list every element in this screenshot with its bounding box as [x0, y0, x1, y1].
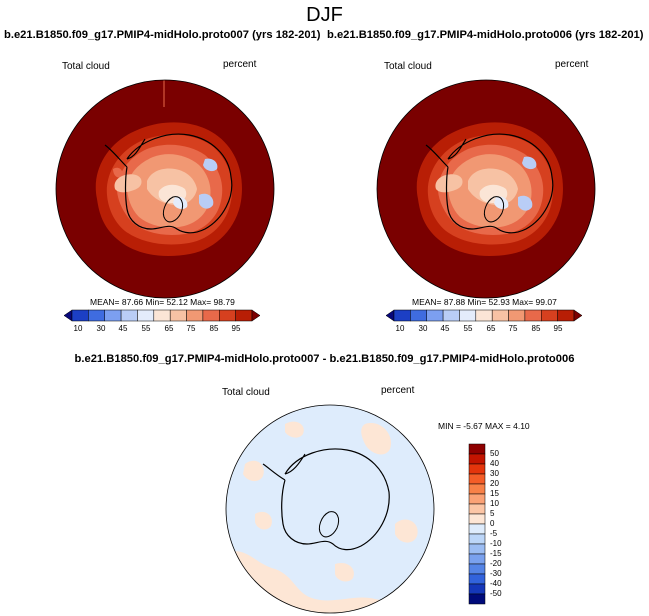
- colorbar-swatch: [169, 309, 187, 322]
- panel1-cbar-label: 45: [118, 324, 128, 333]
- season-title: DJF: [306, 4, 343, 26]
- difference-colorbar-swatch: [468, 443, 486, 455]
- difference-cbar-label: -20: [490, 559, 502, 568]
- panel2-stats: MEAN= 87.88 Min= 52.93 Max= 99.07: [412, 297, 557, 307]
- colorbar-swatch: [393, 309, 411, 322]
- colorbar-swatch: [426, 309, 444, 322]
- difference-colorbar-swatch: [468, 473, 486, 485]
- colorbar-swatch: [153, 309, 171, 322]
- colorbar-swatch: [104, 309, 122, 322]
- colorbar-swatch: [88, 309, 105, 322]
- colorbar-swatch: [219, 309, 236, 322]
- difference-cbar-label: -10: [490, 539, 502, 548]
- difference-cbar-label: 30: [490, 469, 499, 478]
- panel2-title: b.e21.B1850.f09_g17.PMIP4-midHolo.proto0…: [327, 29, 644, 41]
- difference-colorbar-swatch: [468, 573, 486, 585]
- colorbar-swatch: [491, 309, 509, 322]
- difference-variable: Total cloud: [222, 387, 270, 398]
- difference-colorbar-swatch: [468, 493, 486, 505]
- difference-colorbar: [468, 443, 486, 605]
- panel2-cbar-label: 85: [531, 324, 541, 333]
- colorbar-swatch: [459, 309, 477, 322]
- panel1-cbar-label: 30: [96, 324, 106, 333]
- panel1-cbar-label: 10: [73, 324, 83, 333]
- panel1-units: percent: [223, 59, 257, 70]
- panel1-cbar-label: 85: [209, 324, 219, 333]
- difference-colorbar-swatch: [468, 513, 486, 525]
- difference-colorbar-swatch: [468, 533, 486, 545]
- difference-polar-map: [225, 404, 435, 614]
- difference-units: percent: [381, 385, 415, 396]
- colorbar-swatch: [410, 309, 427, 322]
- panel2-units: percent: [555, 59, 589, 70]
- difference-colorbar-swatch: [468, 453, 486, 465]
- colorbar-swatch: [71, 309, 89, 322]
- difference-colorbar-swatch: [468, 543, 486, 555]
- colorbar-swatch: [120, 309, 138, 322]
- difference-cbar-label: 20: [490, 479, 499, 488]
- colorbar-swatch: [508, 309, 526, 322]
- colorbar-swatch: [557, 309, 575, 322]
- difference-stats: MIN = -5.67 MAX = 4.10: [438, 421, 530, 431]
- panel2-cbar-label: 10: [395, 324, 405, 333]
- panel1-cbar-label: 65: [164, 324, 174, 333]
- panel1-cbar-label: 55: [141, 324, 151, 333]
- panel1-polar-map: [55, 79, 275, 299]
- difference-cbar-label: -30: [490, 569, 502, 578]
- difference-cbar-label: 5: [490, 509, 495, 518]
- panel1-stats: MEAN= 87.66 Min= 52.12 Max= 98.79: [90, 297, 235, 307]
- difference-colorbar-swatch: [468, 523, 486, 535]
- difference-colorbar-swatch: [468, 583, 486, 595]
- difference-colorbar-swatch: [468, 593, 486, 605]
- difference-cbar-label: 0: [490, 519, 495, 528]
- panel2-cbar-label: 65: [486, 324, 496, 333]
- colorbar-swatch: [475, 309, 493, 322]
- panel1-cbar-label: 75: [186, 324, 196, 333]
- difference-cbar-label: -50: [490, 589, 502, 598]
- difference-colorbar-swatch: [468, 503, 486, 515]
- colorbar-swatch: [186, 309, 204, 322]
- difference-colorbar-swatch: [468, 463, 486, 475]
- colorbar-cap-low: [63, 309, 73, 322]
- difference-cbar-label: 40: [490, 459, 499, 468]
- panel2-cbar-label: 30: [418, 324, 428, 333]
- panel2-cbar-label: 55: [463, 324, 473, 333]
- colorbar-cap-low: [385, 309, 395, 322]
- colorbar-cap-high: [251, 309, 261, 322]
- colorbar-swatch: [137, 309, 155, 322]
- panel1-title: b.e21.B1850.f09_g17.PMIP4-midHolo.proto0…: [4, 29, 321, 41]
- difference-colorbar-swatch: [468, 483, 486, 495]
- difference-cbar-label: 10: [490, 499, 499, 508]
- colorbar-swatch: [442, 309, 460, 322]
- colorbar-swatch: [524, 309, 542, 322]
- panel2-cbar-label: 95: [553, 324, 563, 333]
- panel1-variable: Total cloud: [62, 61, 110, 72]
- difference-cbar-label: 15: [490, 489, 499, 498]
- difference-title: b.e21.B1850.f09_g17.PMIP4-midHolo.proto0…: [74, 353, 575, 365]
- panel2-variable: Total cloud: [384, 61, 432, 72]
- panel1-cbar-label: 95: [231, 324, 241, 333]
- panel2-cbar-label: 75: [508, 324, 518, 333]
- difference-cbar-label: 50: [490, 449, 499, 458]
- colorbar-swatch: [235, 309, 253, 322]
- panel2-colorbar: [385, 309, 583, 322]
- colorbar-swatch: [202, 309, 220, 322]
- colorbar-cap-high: [573, 309, 583, 322]
- panel2-polar-map: [376, 79, 596, 299]
- difference-cbar-label: -5: [490, 529, 498, 538]
- panel2-cbar-label: 45: [440, 324, 450, 333]
- difference-colorbar-swatch: [468, 553, 486, 565]
- difference-cbar-label: -15: [490, 549, 502, 558]
- panel1-colorbar: [63, 309, 261, 322]
- colorbar-swatch: [541, 309, 558, 322]
- difference-colorbar-swatch: [468, 563, 486, 575]
- difference-cbar-label: -40: [490, 579, 502, 588]
